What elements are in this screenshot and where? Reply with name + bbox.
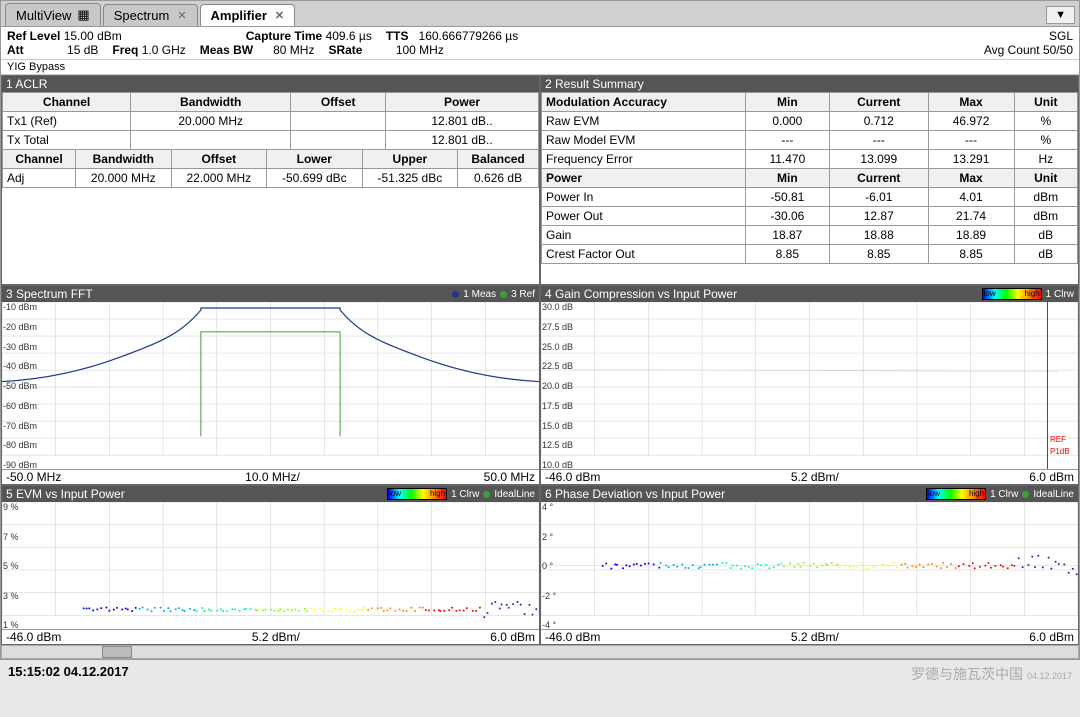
gain-comp-title: 4 Gain Compression vs Input Power (545, 287, 737, 301)
spectrum-title: 3 Spectrum FFT (6, 287, 93, 301)
clrw-label: 1 Clrw (1046, 289, 1074, 300)
phase-chart[interactable]: 4 °2 °0 °-2 °-4 ° -46.0 dBm 5.2 dBm/ 6.0… (541, 502, 1078, 644)
evm-x-left: -46.0 dBm (6, 630, 61, 644)
gain-x-center: 5.2 dBm/ (791, 470, 839, 484)
spectrum-x-center: 10.0 MHz/ (245, 470, 300, 484)
phase-xaxis: -46.0 dBm 5.2 dBm/ 6.0 dBm (541, 629, 1078, 644)
sgl-indicator: SGL (984, 29, 1073, 43)
freq-value: 1.0 GHz (142, 43, 186, 57)
meas-legend-label: 1 Meas (463, 289, 496, 300)
gain-comp-chart[interactable]: 30.0 dB27.5 dB25.0 dB22.5 dB20.0 dB17.5 … (541, 302, 1078, 484)
aclr-table-2: ChannelBandwidthOffsetLowerUpperBalanced… (2, 149, 539, 188)
spectrum-grid (2, 302, 539, 469)
phase-x-right: 6.0 dBm (1029, 630, 1074, 644)
evm-title: 5 EVM vs Input Power (6, 487, 125, 501)
gain-comp-panel: 4 Gain Compression vs Input Power lowhig… (540, 285, 1079, 485)
phase-title: 6 Phase Deviation vs Input Power (545, 487, 725, 501)
gain-x-left: -46.0 dBm (545, 470, 600, 484)
aclr-table-1: ChannelBandwidthOffsetPowerTx1 (Ref)20.0… (2, 92, 539, 150)
scroll-thumb[interactable] (102, 646, 132, 658)
phase-ylabels: 4 °2 °0 °-2 °-4 ° (542, 502, 556, 630)
rainbow-icon: lowhigh (387, 488, 447, 500)
close-icon[interactable]: ✕ (275, 9, 284, 22)
meas-dot-icon (452, 291, 459, 298)
tab-bar: MultiView ▦ Spectrum ✕ Amplifier ✕ ▼ (1, 1, 1079, 27)
spectrum-panel: 3 Spectrum FFT 1 Meas 3 Ref -10 dBm-20 d… (1, 285, 540, 485)
gain-grid (541, 302, 1078, 469)
meas-bw-value: 80 MHz (273, 43, 314, 57)
measurement-header: Ref Level 15.00 dBm Capture Time 409.6 µ… (1, 27, 1079, 60)
rainbow-icon: lowhigh (926, 488, 986, 500)
tab-spectrum[interactable]: Spectrum ✕ (103, 4, 198, 26)
ref-dot-icon (500, 291, 507, 298)
tts-value: 160.666779266 µs (419, 29, 519, 43)
tts-label: TTS (386, 29, 409, 43)
tab-multiview-label: MultiView (16, 8, 71, 23)
ref-level-value: 15.00 dBm (64, 29, 122, 43)
phase-legend: lowhigh 1 Clrw IdealLine (926, 488, 1074, 500)
freq-label: Freq (112, 43, 138, 57)
aclr-panel: 1 ACLR ChannelBandwidthOffsetPowerTx1 (R… (1, 75, 540, 285)
phase-x-left: -46.0 dBm (545, 630, 600, 644)
aclr-title: 1 ACLR (6, 77, 47, 91)
spectrum-chart[interactable]: -10 dBm-20 dBm-30 dBm-40 dBm-50 dBm-60 d… (2, 302, 539, 484)
gain-comp-legend: lowhigh 1 Clrw (982, 288, 1074, 300)
multiview-split-icon: ▦ (77, 7, 89, 23)
phase-grid (541, 502, 1078, 629)
att-value: 15 dB (67, 43, 98, 57)
tab-amplifier-label: Amplifier (211, 8, 267, 23)
srate-value: 100 MHz (396, 43, 444, 57)
spectrum-x-left: -50.0 MHz (6, 470, 61, 484)
tab-dropdown-button[interactable]: ▼ (1046, 6, 1075, 24)
att-label: Att (7, 43, 24, 57)
evm-x-right: 6.0 dBm (490, 630, 535, 644)
ideal-dot-icon (1022, 491, 1029, 498)
evm-chart[interactable]: 9 %7 %5 %3 %1 % -46.0 dBm 5.2 dBm/ 6.0 d… (2, 502, 539, 644)
tab-amplifier[interactable]: Amplifier ✕ (200, 4, 296, 26)
result-title: 2 Result Summary (545, 77, 644, 91)
capture-time-value: 409.6 µs (326, 29, 372, 43)
close-icon[interactable]: ✕ (177, 9, 186, 22)
gain-x-right: 6.0 dBm (1029, 470, 1074, 484)
evm-panel: 5 EVM vs Input Power lowhigh 1 Clrw Idea… (1, 485, 540, 645)
clrw-label: 1 Clrw (451, 489, 479, 500)
ideal-dot-icon (483, 491, 490, 498)
spectrum-ylabels: -10 dBm-20 dBm-30 dBm-40 dBm-50 dBm-60 d… (3, 302, 37, 470)
ref-level-label: Ref Level (7, 29, 60, 43)
phase-x-center: 5.2 dBm/ (791, 630, 839, 644)
spectrum-xaxis: -50.0 MHz 10.0 MHz/ 50.0 MHz (2, 469, 539, 484)
result-summary-panel: 2 Result Summary Modulation AccuracyMinC… (540, 75, 1079, 285)
tab-spectrum-label: Spectrum (114, 8, 170, 23)
evm-grid (2, 502, 539, 629)
rainbow-icon: lowhigh (982, 288, 1042, 300)
timestamp: 15:15:02 04.12.2017 (8, 664, 129, 684)
evm-ylabels: 9 %7 %5 %3 %1 % (3, 502, 19, 630)
evm-legend: lowhigh 1 Clrw IdealLine (387, 488, 535, 500)
horizontal-scrollbar[interactable] (1, 645, 1079, 659)
meas-bw-label: Meas BW (200, 43, 253, 57)
ref-legend-label: 3 Ref (511, 289, 535, 300)
ideal-label: IdealLine (1033, 489, 1074, 500)
phase-panel: 6 Phase Deviation vs Input Power lowhigh… (540, 485, 1079, 645)
spectrum-legend: 1 Meas 3 Ref (452, 289, 535, 300)
evm-xaxis: -46.0 dBm 5.2 dBm/ 6.0 dBm (2, 629, 539, 644)
ref-marker: REF P1dB (1047, 302, 1048, 470)
result-table: Modulation AccuracyMinCurrentMaxUnitRaw … (541, 92, 1078, 264)
yig-bypass: YIG Bypass (1, 60, 1079, 75)
capture-time-label: Capture Time (246, 29, 322, 43)
avg-count: Avg Count 50/50 (984, 43, 1073, 57)
clrw-label: 1 Clrw (990, 489, 1018, 500)
tab-multiview[interactable]: MultiView ▦ (5, 3, 101, 26)
spectrum-x-right: 50.0 MHz (484, 470, 535, 484)
gain-xaxis: -46.0 dBm 5.2 dBm/ 6.0 dBm (541, 469, 1078, 484)
ideal-label: IdealLine (494, 489, 535, 500)
srate-label: SRate (328, 43, 362, 57)
evm-x-center: 5.2 dBm/ (252, 630, 300, 644)
watermark: 罗德与施瓦茨中国 04.12.2017 (911, 664, 1072, 684)
gain-ylabels: 30.0 dB27.5 dB25.0 dB22.5 dB20.0 dB17.5 … (542, 302, 573, 470)
